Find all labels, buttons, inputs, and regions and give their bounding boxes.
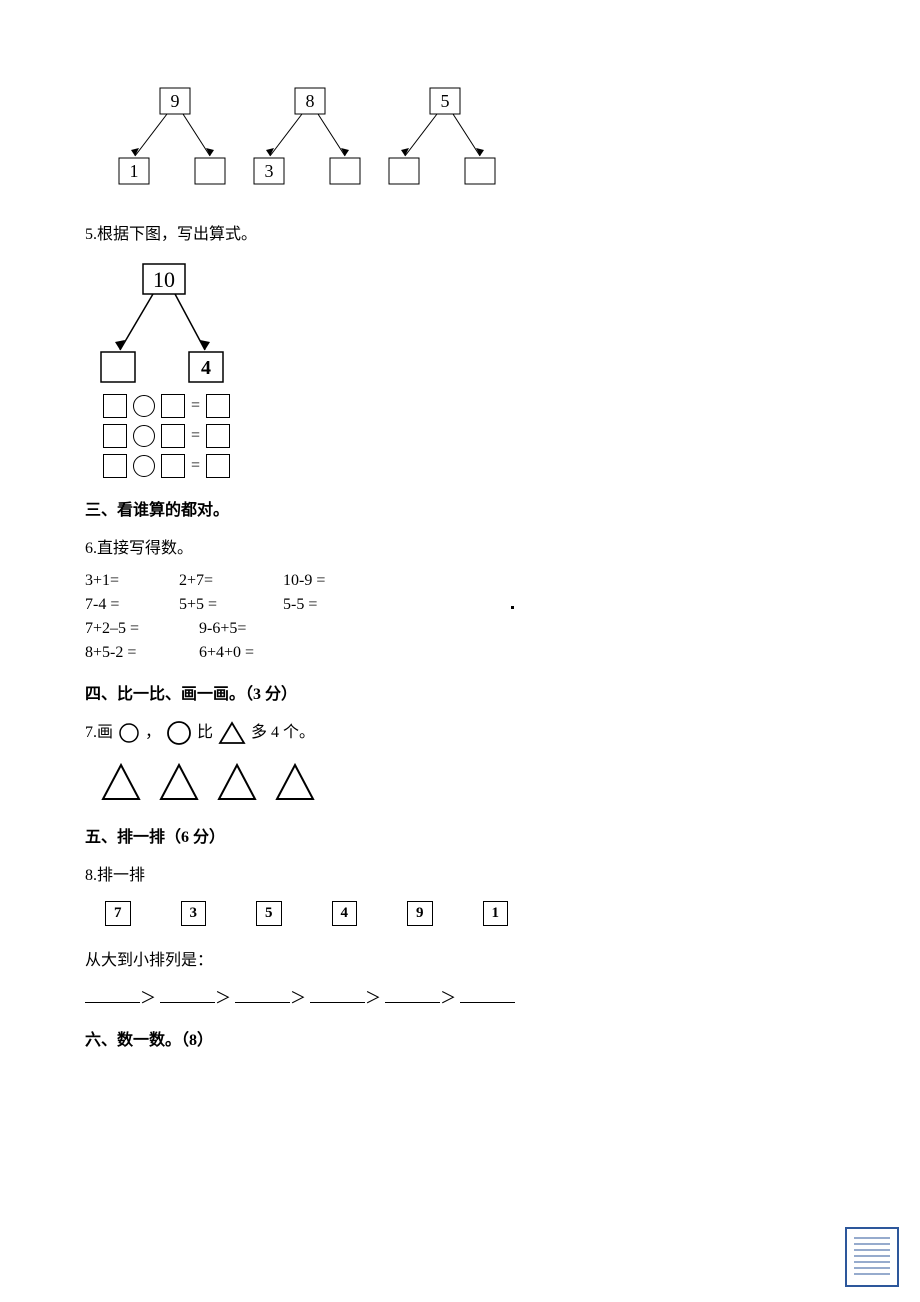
- eq-row-3: =: [103, 454, 835, 478]
- order-blanks: ＞ ＞ ＞ ＞ ＞: [85, 984, 835, 1008]
- section-5-title: 五、排一排（6 分）: [85, 823, 835, 847]
- triangle-icon: [217, 720, 247, 746]
- q5-text: 5.根据下图，写出算式。: [85, 220, 835, 244]
- eq-row-2: =: [103, 424, 835, 448]
- q6-text: 6.直接写得数。: [85, 534, 835, 558]
- tree1-top: 9: [171, 91, 180, 111]
- tree1-left: 1: [130, 161, 139, 181]
- order-label: 从大到小排列是：: [85, 946, 835, 970]
- tree2-left: 3: [265, 161, 274, 181]
- circle-icon: [117, 721, 141, 745]
- card-3: 3: [181, 901, 207, 926]
- card-7: 7: [105, 901, 131, 926]
- section-6-title: 六、数一数。（8）: [85, 1026, 835, 1050]
- calc-row-4: 8+5-2 = 6+4+0 =: [85, 644, 835, 662]
- calc-row-1: 3+1= 2+7= 10-9 =: [85, 572, 835, 590]
- q5-right: 4: [201, 357, 211, 379]
- page-thumbnail[interactable]: [840, 1222, 904, 1292]
- circle-icon: [165, 719, 193, 747]
- calc-row-2: 7-4 = 5+5 = 5-5 =: [85, 596, 835, 614]
- card-9: 9: [407, 901, 433, 926]
- card-5: 5: [256, 901, 282, 926]
- section-4-title: 四、比一比、画一画。（3 分）: [85, 680, 835, 704]
- section-3-title: 三、看谁算的都对。: [85, 496, 835, 520]
- triangles-row: [99, 761, 835, 805]
- q5-top: 10: [153, 267, 175, 292]
- trees-svg: 9 1 8 3: [115, 80, 515, 200]
- number-bond-row: 9 1 8 3: [115, 80, 835, 200]
- eq-row-1: =: [103, 394, 835, 418]
- tree3-top: 5: [441, 91, 450, 111]
- q8-text: 8.排一排: [85, 861, 835, 885]
- dot-icon: [511, 606, 514, 609]
- number-cards: 7 3 5 4 9 1: [105, 901, 835, 926]
- card-1: 1: [483, 901, 509, 926]
- q5-tree: 10 4: [95, 258, 835, 388]
- card-4: 4: [332, 901, 358, 926]
- tree2-top: 8: [306, 91, 315, 111]
- q7-line: 7.画 ， 比 多 4 个。: [85, 718, 835, 747]
- calc-row-3: 7+2–5 = 9-6+5=: [85, 620, 835, 638]
